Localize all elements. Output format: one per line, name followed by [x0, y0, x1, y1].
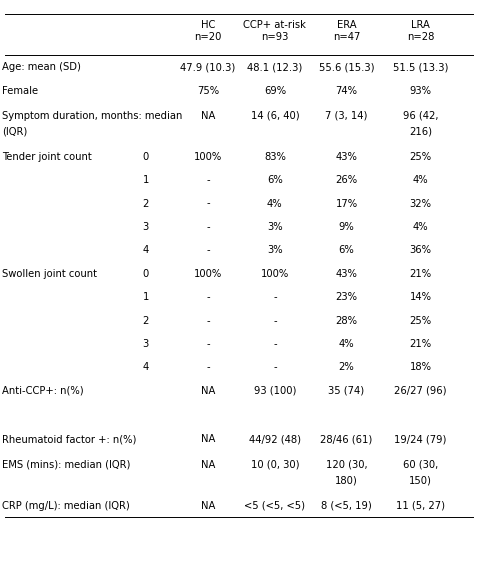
Text: 3: 3	[142, 222, 149, 232]
Text: CCP+ at-risk: CCP+ at-risk	[243, 19, 306, 30]
Text: 6%: 6%	[267, 175, 282, 185]
Text: 26%: 26%	[336, 175, 358, 185]
Text: 4%: 4%	[413, 222, 428, 232]
Text: Female: Female	[2, 86, 39, 95]
Text: 0: 0	[142, 269, 149, 279]
Text: -: -	[273, 316, 277, 325]
Text: n=93: n=93	[261, 32, 289, 42]
Text: NA: NA	[201, 501, 215, 510]
Text: 23%: 23%	[336, 292, 358, 302]
Text: Tender joint count: Tender joint count	[2, 152, 92, 162]
Text: 180): 180)	[335, 475, 358, 485]
Text: 0: 0	[142, 152, 149, 162]
Text: 10 (0, 30): 10 (0, 30)	[250, 460, 299, 470]
Text: 26/27 (96): 26/27 (96)	[394, 386, 447, 396]
Text: 8 (<5, 19): 8 (<5, 19)	[321, 501, 372, 510]
Text: 3: 3	[142, 339, 149, 349]
Text: Swollen joint count: Swollen joint count	[2, 269, 98, 279]
Text: <5 (<5, <5): <5 (<5, <5)	[244, 501, 305, 510]
Text: 3%: 3%	[267, 222, 282, 232]
Text: ERA: ERA	[337, 19, 357, 30]
Text: 25%: 25%	[410, 316, 432, 325]
Text: 17%: 17%	[336, 199, 358, 208]
Text: 216): 216)	[409, 126, 432, 136]
Text: NA: NA	[201, 111, 215, 121]
Text: -: -	[273, 339, 277, 349]
Text: 1: 1	[142, 175, 149, 185]
Text: 43%: 43%	[336, 152, 358, 162]
Text: 14 (6, 40): 14 (6, 40)	[250, 111, 299, 121]
Text: 83%: 83%	[264, 152, 286, 162]
Text: -: -	[206, 222, 210, 232]
Text: n=28: n=28	[407, 32, 435, 42]
Text: -: -	[273, 292, 277, 302]
Text: n=20: n=20	[194, 32, 222, 42]
Text: 19/24 (79): 19/24 (79)	[394, 435, 447, 444]
Text: 3%: 3%	[267, 246, 282, 255]
Text: (IQR): (IQR)	[2, 126, 28, 136]
Text: 36%: 36%	[410, 246, 432, 255]
Text: 6%: 6%	[339, 246, 354, 255]
Text: -: -	[206, 175, 210, 185]
Text: 51.5 (13.3): 51.5 (13.3)	[393, 62, 448, 72]
Text: -: -	[206, 316, 210, 325]
Text: 35 (74): 35 (74)	[328, 386, 365, 396]
Text: 100%: 100%	[194, 269, 222, 279]
Text: 9%: 9%	[339, 222, 354, 232]
Text: 4: 4	[142, 363, 149, 372]
Text: 93%: 93%	[410, 86, 432, 95]
Text: -: -	[206, 246, 210, 255]
Text: 2%: 2%	[339, 363, 354, 372]
Text: 150): 150)	[409, 475, 432, 485]
Text: 4: 4	[142, 246, 149, 255]
Text: NA: NA	[201, 460, 215, 470]
Text: 100%: 100%	[194, 152, 222, 162]
Text: 21%: 21%	[410, 339, 432, 349]
Text: 4%: 4%	[413, 175, 428, 185]
Text: 28%: 28%	[336, 316, 358, 325]
Text: Anti-CCP+: n(%): Anti-CCP+: n(%)	[2, 386, 84, 396]
Text: 100%: 100%	[261, 269, 289, 279]
Text: 44/92 (48): 44/92 (48)	[249, 435, 301, 444]
Text: 4%: 4%	[339, 339, 354, 349]
Text: 2: 2	[142, 199, 149, 208]
Text: 14%: 14%	[410, 292, 432, 302]
Text: -: -	[206, 363, 210, 372]
Text: 18%: 18%	[410, 363, 432, 372]
Text: 7 (3, 14): 7 (3, 14)	[326, 111, 368, 121]
Text: 11 (5, 27): 11 (5, 27)	[396, 501, 445, 510]
Text: n=47: n=47	[333, 32, 360, 42]
Text: Symptom duration, months: median: Symptom duration, months: median	[2, 111, 183, 121]
Text: 43%: 43%	[336, 269, 358, 279]
Text: EMS (mins): median (IQR): EMS (mins): median (IQR)	[2, 460, 131, 470]
Text: NA: NA	[201, 386, 215, 396]
Text: Rheumatoid factor +: n(%): Rheumatoid factor +: n(%)	[2, 435, 137, 444]
Text: 47.9 (10.3): 47.9 (10.3)	[180, 62, 236, 72]
Text: LRA: LRA	[411, 19, 430, 30]
Text: 28/46 (61): 28/46 (61)	[320, 435, 373, 444]
Text: 21%: 21%	[410, 269, 432, 279]
Text: NA: NA	[201, 435, 215, 444]
Text: 93 (100): 93 (100)	[254, 386, 296, 396]
Text: 74%: 74%	[336, 86, 358, 95]
Text: 60 (30,: 60 (30,	[403, 460, 438, 470]
Text: 1: 1	[142, 292, 149, 302]
Text: 96 (42,: 96 (42,	[403, 111, 438, 121]
Text: 32%: 32%	[410, 199, 432, 208]
Text: -: -	[206, 339, 210, 349]
Text: 55.6 (15.3): 55.6 (15.3)	[319, 62, 374, 72]
Text: -: -	[206, 292, 210, 302]
Text: 4%: 4%	[267, 199, 282, 208]
Text: HC: HC	[201, 19, 215, 30]
Text: 2: 2	[142, 316, 149, 325]
Text: 48.1 (12.3): 48.1 (12.3)	[247, 62, 303, 72]
Text: 69%: 69%	[264, 86, 286, 95]
Text: 75%: 75%	[197, 86, 219, 95]
Text: 120 (30,: 120 (30,	[326, 460, 368, 470]
Text: CRP (mg/L): median (IQR): CRP (mg/L): median (IQR)	[2, 501, 130, 510]
Text: -: -	[206, 199, 210, 208]
Text: 25%: 25%	[410, 152, 432, 162]
Text: Age: mean (SD): Age: mean (SD)	[2, 62, 81, 72]
Text: -: -	[273, 363, 277, 372]
